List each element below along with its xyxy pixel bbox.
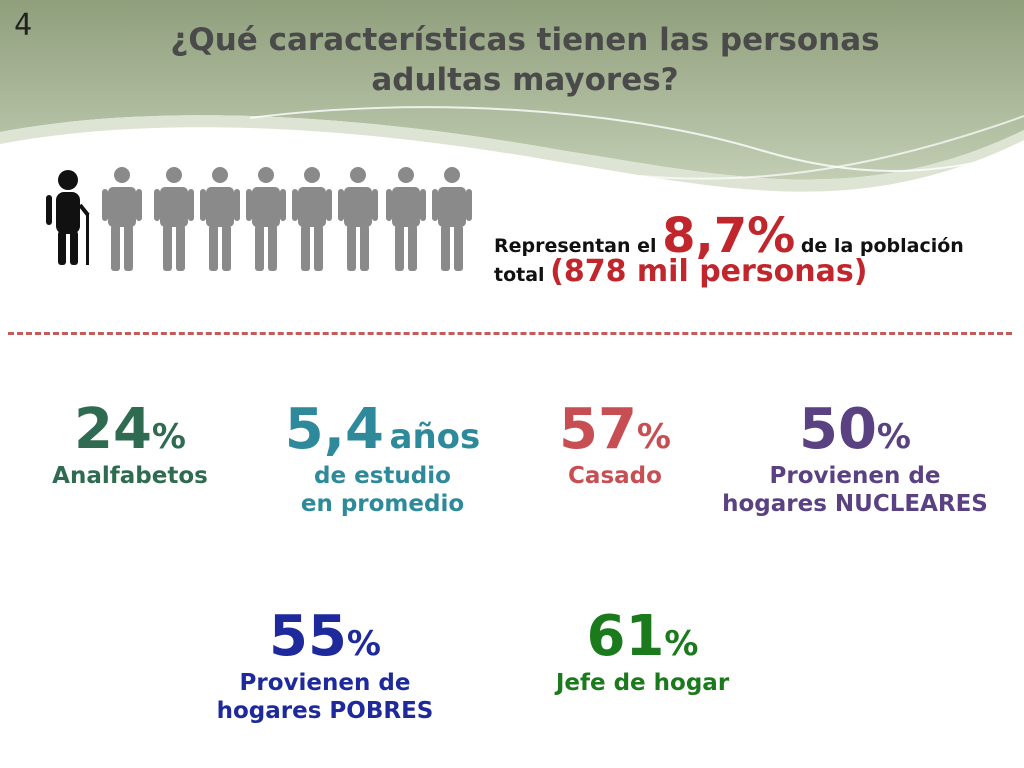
stat-value: 55	[268, 604, 347, 669]
population-pictogram	[46, 167, 472, 271]
stat-unit: %	[151, 417, 186, 457]
stat-hogares-nucleares: 50% Provienen de hogares NUCLEARES	[700, 398, 1010, 518]
section-divider	[8, 332, 1012, 335]
population-text-3: total	[494, 264, 545, 286]
stat-jefe-hogar: 61% Jefe de hogar	[530, 605, 755, 697]
stat-desc: Casado	[568, 463, 662, 489]
person-icon	[246, 167, 286, 271]
stat-desc: hogares POBRES	[216, 698, 434, 724]
elderly-person-icon	[46, 170, 90, 265]
person-icon	[386, 167, 426, 271]
person-icon	[200, 167, 240, 271]
person-icon	[154, 167, 194, 271]
stat-hogares-pobres: 55% Provienen de hogares POBRES	[195, 605, 455, 725]
stat-analfabetos: 24% Analfabetos	[30, 398, 230, 490]
stat-value: 57	[558, 397, 637, 462]
population-text-2: de la población	[800, 235, 964, 257]
stat-desc: de estudio	[314, 463, 451, 489]
stat-unit: %	[636, 417, 671, 457]
population-people: (878 mil personas)	[550, 254, 868, 289]
stat-anios-estudio: 5,4 años de estudio en promedio	[255, 398, 510, 518]
population-text-1: Representan el	[494, 235, 657, 257]
title-line-1: ¿Qué características tienen las personas	[170, 22, 880, 58]
stat-unit: %	[664, 624, 699, 664]
stat-unit: %	[876, 417, 911, 457]
stat-value: 61	[586, 604, 665, 669]
stat-desc: en promedio	[300, 491, 465, 517]
slide-number: 4	[14, 8, 33, 43]
slide-title: ¿Qué características tienen las personas…	[90, 20, 960, 100]
title-line-2: adultas mayores?	[371, 62, 679, 98]
population-percent: 8,7%	[662, 208, 796, 264]
stat-unit: años	[389, 417, 481, 457]
person-icon	[292, 167, 332, 271]
person-icon	[102, 167, 142, 271]
stat-desc: Provienen de	[769, 463, 941, 489]
stat-desc: Provienen de	[239, 670, 411, 696]
stat-value: 50	[798, 397, 877, 462]
stat-desc: Analfabetos	[52, 463, 208, 489]
population-summary: Representan el 8,7% de la población tota…	[494, 208, 1019, 300]
person-icon	[432, 167, 472, 271]
stat-unit: %	[346, 624, 381, 664]
person-icon	[338, 167, 378, 271]
stat-casado: 57% Casado	[530, 398, 700, 490]
stat-value: 5,4	[284, 397, 384, 462]
stat-desc: hogares NUCLEARES	[722, 491, 988, 517]
stat-desc: Jefe de hogar	[555, 670, 730, 696]
stat-value: 24	[73, 397, 152, 462]
